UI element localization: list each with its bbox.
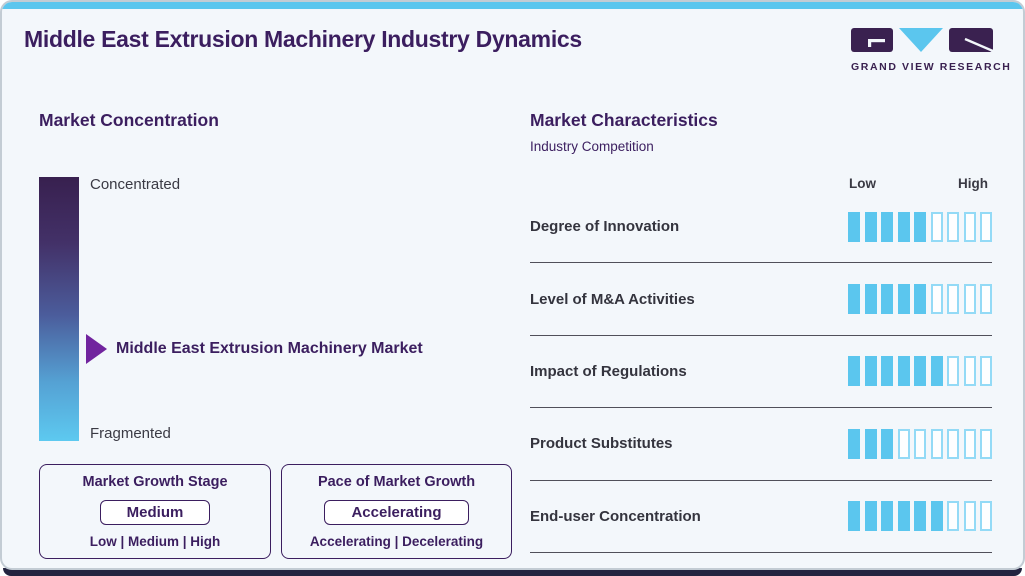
rating-bar-empty xyxy=(963,428,976,459)
rating-bar-empty xyxy=(947,211,959,242)
rating-bar-filled xyxy=(914,501,926,532)
rating-bar-empty xyxy=(947,284,959,315)
market-growth-pace-box: Pace of Market Growth Accelerating Accel… xyxy=(281,464,512,559)
rating-bar-empty xyxy=(980,211,992,242)
growth-stage-title: Market Growth Stage xyxy=(82,474,228,490)
rating-bar-empty xyxy=(930,428,943,459)
characteristic-label: End-user Concentration xyxy=(530,507,701,525)
rating-bar-filled xyxy=(914,211,926,242)
growth-pace-value: Accelerating xyxy=(324,499,469,525)
gvr-logo-icon xyxy=(851,28,994,53)
brand-name: GRAND VIEW RESEARCH xyxy=(851,61,1012,73)
scale-high-label: High xyxy=(958,176,988,191)
top-accent-bar xyxy=(2,2,1023,9)
rating-bar-filled xyxy=(864,428,877,459)
growth-stage-value: Medium xyxy=(99,499,211,525)
characteristic-row: Product Substitutes xyxy=(530,408,992,481)
characteristic-label: Product Substitutes xyxy=(530,435,673,453)
fragmented-label: Fragmented xyxy=(90,425,171,442)
page-title: Middle East Extrusion Machinery Industry… xyxy=(24,26,582,52)
rating-bar-filled xyxy=(881,428,893,459)
market-marker: Middle East Extrusion Machinery Market xyxy=(86,333,423,364)
rating-bar-empty xyxy=(947,501,959,532)
market-marker-arrow xyxy=(86,333,107,364)
concentration-gradient-bar xyxy=(39,177,79,441)
rating-bar-filled xyxy=(864,356,877,387)
brand-logo: GRAND VIEW RESEARCH xyxy=(851,28,1012,73)
rating-bars xyxy=(848,501,992,532)
concentrated-label: Concentrated xyxy=(90,176,181,193)
growth-stage-options: Low | Medium | High xyxy=(89,534,221,549)
characteristic-label: Level of M&A Activities xyxy=(530,290,695,308)
rating-bar-filled xyxy=(897,211,910,242)
rating-bar-filled xyxy=(930,356,943,387)
rating-bars xyxy=(848,211,992,242)
rating-bar-empty xyxy=(930,284,943,315)
rating-bar-empty xyxy=(963,284,976,315)
rating-bar-empty xyxy=(963,211,976,242)
rating-bar-filled xyxy=(848,211,860,242)
characteristic-row: Level of M&A Activities xyxy=(530,263,992,336)
rating-bar-empty xyxy=(980,356,992,387)
rating-bar-filled xyxy=(897,356,910,387)
market-marker-label: Middle East Extrusion Machinery Market xyxy=(116,339,423,357)
bottom-accent-strip xyxy=(3,568,1022,576)
rating-bar-filled xyxy=(914,284,926,315)
characteristic-row: End-user Concentration xyxy=(530,481,992,553)
rating-bar-empty xyxy=(930,211,943,242)
characteristic-row: Impact of Regulations xyxy=(530,336,992,409)
rating-bar-filled xyxy=(864,284,877,315)
market-concentration-heading: Market Concentration xyxy=(39,110,219,130)
characteristic-label: Degree of Innovation xyxy=(530,218,680,236)
rating-bar-filled xyxy=(897,501,910,532)
market-characteristics-heading: Market Characteristics xyxy=(530,110,718,130)
industry-competition-subheading: Industry Competition xyxy=(530,139,654,154)
rating-bar-empty xyxy=(980,284,992,315)
market-growth-stage-box: Market Growth Stage Medium Low | Medium … xyxy=(39,464,271,559)
rating-bar-filled xyxy=(848,284,860,315)
rating-bar-filled xyxy=(848,501,860,532)
rating-bar-empty xyxy=(947,428,959,459)
characteristic-row: Degree of Innovation xyxy=(530,191,992,264)
rating-bar-empty xyxy=(980,428,992,459)
rating-bar-filled xyxy=(864,501,877,532)
growth-pace-title: Pace of Market Growth xyxy=(317,474,476,490)
rating-bar-filled xyxy=(881,284,893,315)
rating-bar-empty xyxy=(963,356,976,387)
characteristic-label: Impact of Regulations xyxy=(530,362,687,380)
rating-bar-filled xyxy=(864,211,877,242)
rating-bar-filled xyxy=(881,501,893,532)
rating-bar-empty xyxy=(963,501,976,532)
characteristics-rows: Degree of Innovation Level of M&A Activit… xyxy=(530,191,992,553)
rating-bar-filled xyxy=(881,211,893,242)
rating-bar-filled xyxy=(848,356,860,387)
rating-bar-filled xyxy=(881,356,893,387)
rating-bar-empty xyxy=(914,428,926,459)
scale-low-label: Low xyxy=(849,176,876,191)
rating-bar-empty xyxy=(897,428,910,459)
rating-bars xyxy=(848,356,992,387)
rating-bars xyxy=(848,428,992,459)
rating-bar-empty xyxy=(980,501,992,532)
rating-bar-filled xyxy=(930,501,943,532)
rating-bar-filled xyxy=(914,356,926,387)
rating-bar-empty xyxy=(947,356,959,387)
rating-bar-filled xyxy=(897,284,910,315)
growth-pace-options: Accelerating | Decelerating xyxy=(309,534,484,549)
rating-bar-filled xyxy=(848,428,860,459)
rating-bars xyxy=(848,284,992,315)
